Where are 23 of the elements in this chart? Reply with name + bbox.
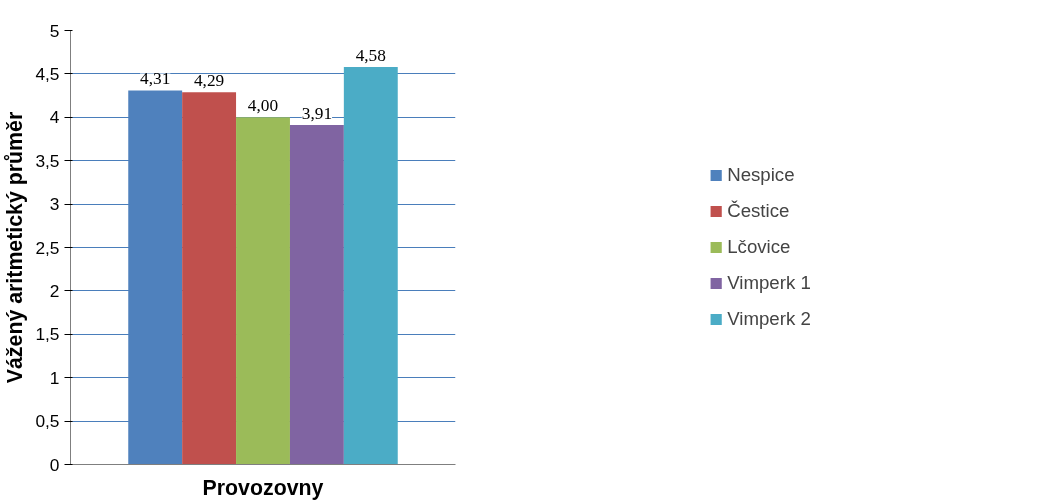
data-label: 4,00 (247, 96, 279, 116)
y-tick-label: 5 (49, 20, 60, 41)
legend-label: Vimperk 1 (727, 272, 811, 294)
data-label: 4,31 (140, 69, 171, 89)
x-axis-title: Provozovny (202, 475, 324, 500)
y-tick-label: 3,5 (35, 150, 60, 171)
y-tick-label: 3 (49, 194, 60, 215)
legend-label: Čestice (727, 200, 790, 222)
y-axis-title: Vážený aritmetický průměr (3, 111, 28, 384)
y-tick-label: 2 (49, 280, 60, 301)
legend-label: Lčovice (727, 236, 791, 258)
y-tick-label: 1,5 (35, 324, 60, 345)
y-tick-label: 4 (49, 107, 60, 128)
y-tick-label: 0,5 (35, 411, 60, 432)
data-label: 4,29 (193, 71, 225, 91)
data-label: 4,58 (355, 45, 386, 65)
y-tick-label: 2,5 (35, 237, 60, 258)
y-tick-label: 0 (49, 454, 60, 475)
data-label: 3,91 (301, 104, 333, 124)
y-tick-label: 4,5 (35, 63, 60, 84)
legend-label: Vimperk 2 (727, 308, 811, 330)
legend-label: Nespice (727, 164, 795, 186)
y-tick-label: 1 (49, 367, 60, 388)
